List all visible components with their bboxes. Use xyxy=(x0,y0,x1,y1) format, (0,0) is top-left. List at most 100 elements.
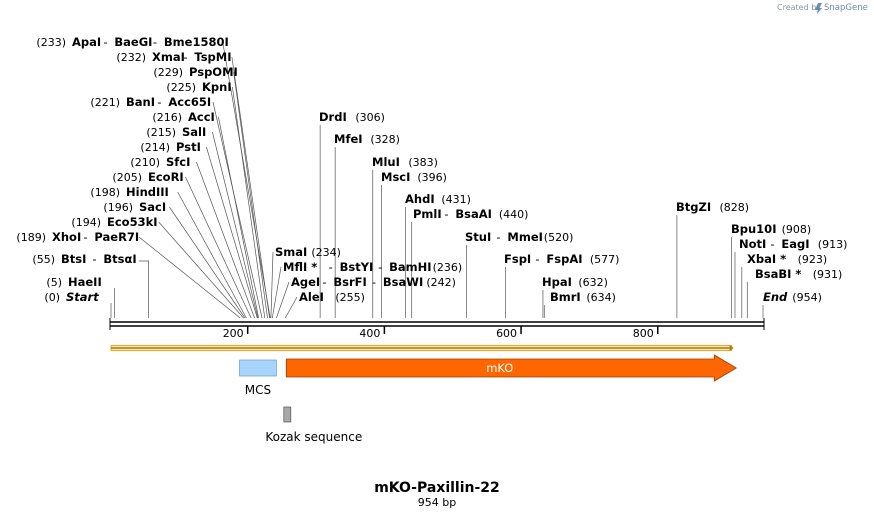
site-label[interactable]: BsaBI * (931) xyxy=(755,267,842,281)
site-label[interactable]: StuI - MmeI (520) xyxy=(465,230,573,244)
site-label[interactable]: (233) ApaI - BaeGI - Bme1580I xyxy=(36,35,228,49)
site-position: (577) xyxy=(590,253,620,266)
site-label[interactable]: FspI - FspAI (577) xyxy=(504,252,619,266)
site-label[interactable]: (232) XmaI- TspMI xyxy=(116,50,231,64)
site-position: (229) xyxy=(153,66,183,79)
site-leader-line xyxy=(222,41,271,319)
enzyme-name: SfcI xyxy=(166,155,190,169)
site-position: (189) xyxy=(16,231,46,244)
site-label[interactable]: BtgZI (828) xyxy=(676,200,749,214)
name-separator: - xyxy=(372,275,376,289)
feature-box xyxy=(239,359,277,377)
site-label[interactable]: AleI (255) xyxy=(299,290,365,304)
site-label[interactable]: MluI (383) xyxy=(372,155,438,169)
ruler-tick-label: 200 xyxy=(223,327,244,340)
site-leader-line xyxy=(276,281,290,319)
site-label[interactable]: BmrI (634) xyxy=(550,290,616,304)
site-position: (908) xyxy=(782,223,812,236)
enzyme-name: EagI xyxy=(781,237,809,251)
site-leader-line xyxy=(232,86,266,319)
site-label[interactable]: (55) BtsI - BtsαI xyxy=(32,252,136,266)
site-position: (431) xyxy=(441,193,471,206)
site-position: (205) xyxy=(112,171,142,184)
name-separator: - xyxy=(83,230,87,244)
site-label[interactable]: Bpu10I (908) xyxy=(731,222,811,236)
site-label[interactable]: (0) Start xyxy=(44,290,99,304)
site-label[interactable]: (216) AccI xyxy=(152,110,214,124)
site-position: (255) xyxy=(335,291,365,304)
enzyme-name: MfeI xyxy=(334,132,363,146)
site-label[interactable]: XbaI * (923) xyxy=(747,252,827,266)
enzyme-name: Bpu10I xyxy=(731,222,776,236)
site-leader-line xyxy=(233,71,268,319)
site-position: (216) xyxy=(152,111,182,124)
site-leader-line xyxy=(231,56,270,319)
enzyme-name: NotI xyxy=(739,237,766,251)
site-position: (5) xyxy=(46,276,62,289)
enzyme-name: XbaI * xyxy=(747,252,786,266)
site-label[interactable]: (221) BanI - Acc65I xyxy=(90,95,211,109)
site-position: (396) xyxy=(417,171,447,184)
feature-mko[interactable]: mKO xyxy=(285,354,738,382)
site-leader-line xyxy=(206,146,258,319)
enzyme-name: EcoRI xyxy=(148,170,184,184)
enzyme-name: PaeR7I xyxy=(94,230,139,244)
site-label[interactable]: (229) PspOMI xyxy=(153,65,237,79)
feature-label: Kozak sequence xyxy=(265,430,362,444)
site-label[interactable]: (198) HindIII xyxy=(90,185,168,199)
site-label[interactable]: AhdI (431) xyxy=(405,192,471,206)
site-label[interactable]: (5) HaeII xyxy=(46,275,101,289)
enzyme-name: XmaI xyxy=(152,50,185,64)
site-position: (242) xyxy=(426,276,456,289)
site-leader-line xyxy=(212,131,259,319)
site-position: (954) xyxy=(792,291,822,304)
enzyme-name: HaeII xyxy=(68,275,102,289)
enzyme-name: BsaBI * xyxy=(755,267,801,281)
enzyme-name: AccI xyxy=(188,110,215,124)
site-label[interactable]: (210) SfcI xyxy=(130,155,190,169)
enzyme-name: BsrFI xyxy=(333,275,366,289)
site-label[interactable]: End (954) xyxy=(763,290,822,304)
feature-arrow xyxy=(285,354,738,382)
site-leader-line xyxy=(271,266,282,319)
name-separator: - xyxy=(378,260,382,274)
site-label[interactable]: (225) KpnI xyxy=(166,80,231,94)
site-position: (634) xyxy=(586,291,616,304)
site-leader-line xyxy=(212,101,263,319)
site-label[interactable]: (205) EcoRI xyxy=(112,170,183,184)
site-label[interactable]: (215) SalI xyxy=(146,125,206,139)
feature-mcs[interactable]: MCS xyxy=(239,359,277,397)
site-position: (328) xyxy=(370,133,400,146)
enzyme-name: BtsαI xyxy=(103,252,136,266)
enzyme-name: Acc65I xyxy=(168,95,211,109)
enzyme-name: PmlI xyxy=(413,207,442,221)
site-label[interactable]: MscI (396) xyxy=(381,170,447,184)
site-label[interactable]: PmlI - BsaAI (440) xyxy=(413,207,528,221)
enzyme-name: BstYI xyxy=(340,260,374,274)
site-label[interactable]: MflI * - BstYI - BamHI (236) xyxy=(283,260,462,274)
site-label[interactable]: (194) Eco53kI xyxy=(71,215,157,229)
site-label[interactable]: AgeI - BsrFI - BsaWI (242) xyxy=(291,275,456,289)
site-position: (828) xyxy=(720,201,750,214)
map-length: 954 bp xyxy=(418,496,456,509)
site-label[interactable]: (196) SacI xyxy=(103,200,166,214)
name-separator: - xyxy=(153,35,157,49)
site-label[interactable]: NotI - EagI (913) xyxy=(739,237,847,251)
feature-orf[interactable] xyxy=(110,345,734,351)
enzyme-name: BsaAI xyxy=(455,207,492,221)
enzyme-name: FspI xyxy=(504,252,531,266)
site-label[interactable]: DrdI (306) xyxy=(319,110,385,124)
site-label[interactable]: MfeI (328) xyxy=(334,132,400,146)
feature-kozak[interactable]: Kozak sequence xyxy=(265,406,362,444)
site-label[interactable]: (189) XhoI - PaeR7I xyxy=(16,230,139,244)
site-label[interactable]: SmaI (234) xyxy=(275,245,341,259)
name-separator: - xyxy=(444,207,448,221)
leader-lines xyxy=(110,41,764,319)
enzyme-name: Eco53kI xyxy=(107,215,158,229)
site-label[interactable]: HpaI (632) xyxy=(542,275,608,289)
site-label[interactable]: (214) PstI xyxy=(140,140,200,154)
enzyme-name: HindIII xyxy=(126,185,169,199)
feature-track: MCS mKO Kozak sequence xyxy=(110,345,738,444)
site-leader-line xyxy=(218,116,259,319)
